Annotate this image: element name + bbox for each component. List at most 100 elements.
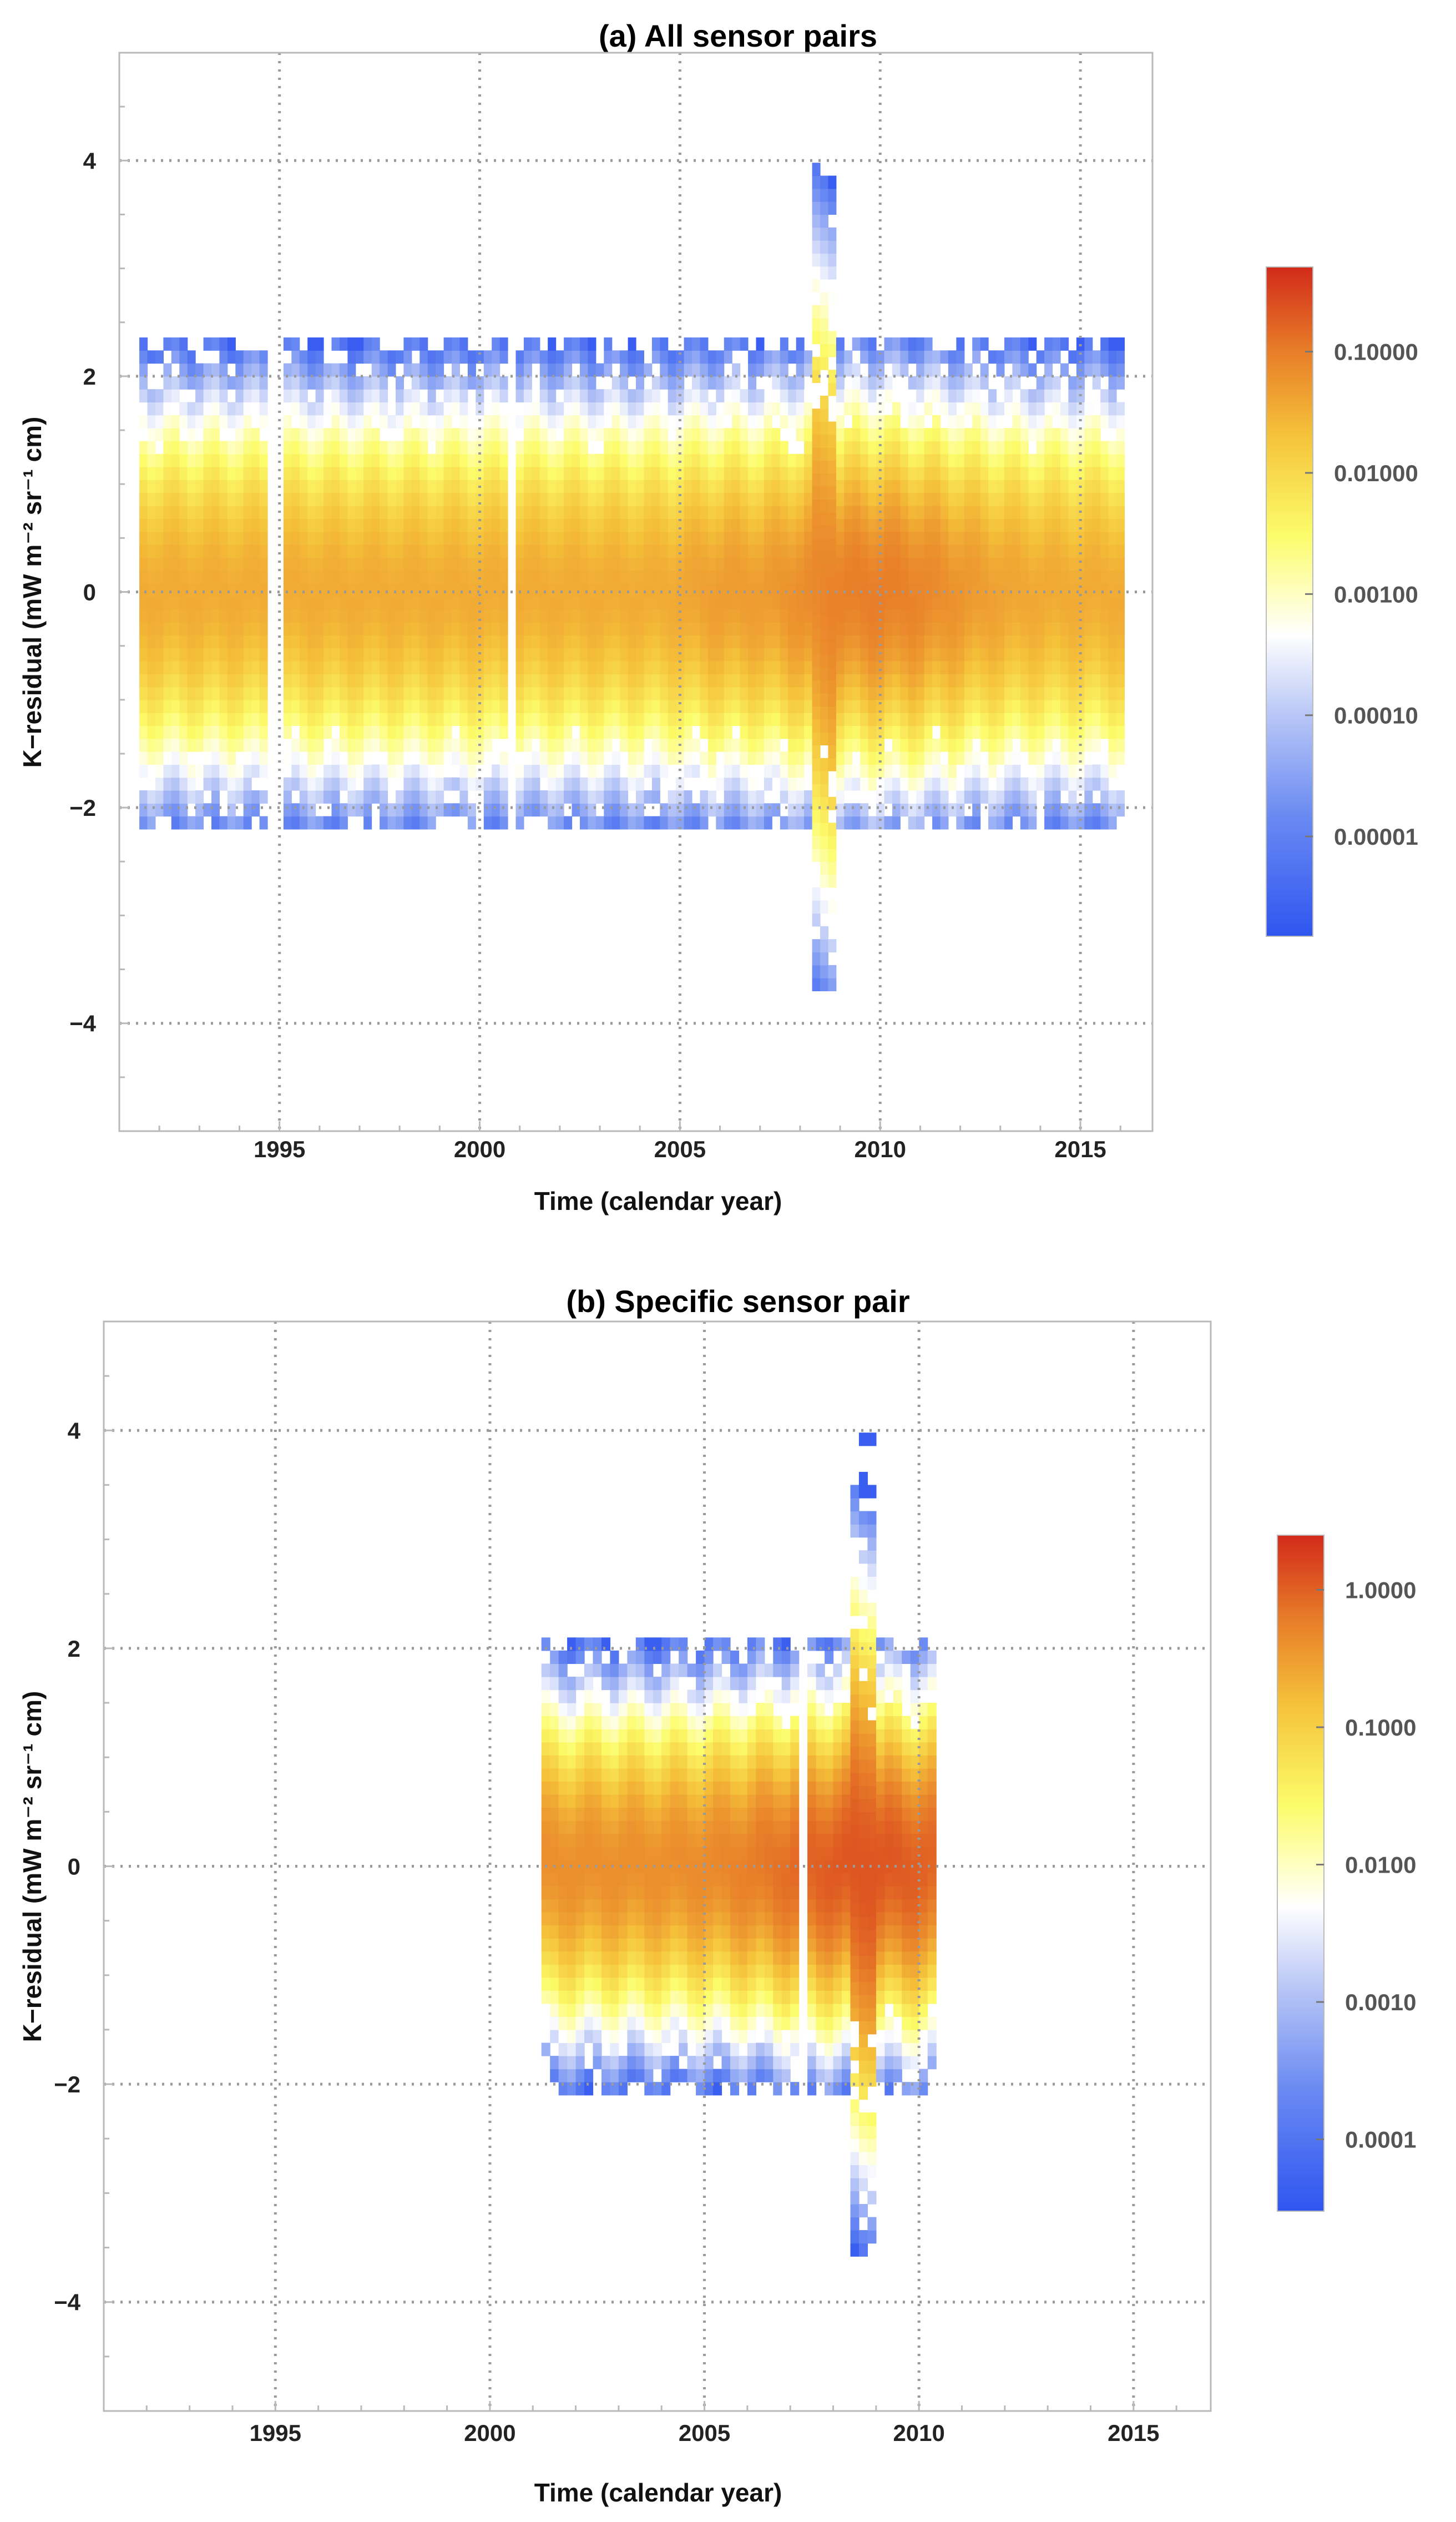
- heatmap-cell: [1020, 506, 1029, 519]
- heatmap-cell: [567, 2030, 576, 2043]
- heatmap-cell: [948, 609, 957, 623]
- heatmap-cell: [941, 635, 949, 648]
- heatmap-cell: [524, 661, 532, 674]
- heatmap-cell: [452, 648, 460, 662]
- heatmap-cell: [291, 493, 300, 506]
- heatmap-cell: [604, 518, 612, 532]
- heatmap-cell: [620, 816, 628, 830]
- heatmap-cell: [924, 739, 933, 752]
- heatmap-cell: [316, 506, 324, 519]
- heatmap-cell: [788, 350, 796, 364]
- heatmap-cell: [1100, 778, 1109, 791]
- heatmap-cell: [1037, 571, 1045, 584]
- heatmap-cell: [580, 557, 588, 571]
- heatmap-cell: [860, 454, 868, 467]
- heatmap-cell: [428, 635, 436, 648]
- heatmap-cell: [1068, 816, 1076, 830]
- heatmap-cell: [163, 622, 171, 635]
- heatmap-cell: [300, 816, 308, 830]
- heatmap-cell: [1116, 428, 1125, 441]
- heatmap-cell: [668, 622, 676, 635]
- heatmap-cell: [548, 751, 556, 765]
- heatmap-cell: [724, 661, 732, 674]
- panel-a-xlabel: Time (calendar year): [534, 1187, 782, 1215]
- heatmap-cell: [476, 454, 484, 467]
- heatmap-cell: [684, 622, 692, 635]
- heatmap-cell: [388, 350, 396, 364]
- heatmap-cell: [452, 674, 460, 687]
- heatmap-cell: [550, 1651, 559, 1664]
- heatmap-cell: [244, 725, 252, 739]
- heatmap-cell: [828, 422, 836, 435]
- heatmap-cell: [997, 518, 1005, 532]
- heatmap-cell: [868, 571, 877, 584]
- heatmap-cell: [948, 441, 957, 455]
- heatmap-cell: [403, 687, 412, 700]
- heatmap-cell: [155, 350, 164, 364]
- heatmap-cell: [1060, 493, 1069, 506]
- heatmap-cell: [452, 389, 460, 402]
- heatmap-cell: [796, 596, 805, 609]
- heatmap-cell: [516, 350, 524, 364]
- heatmap-cell: [868, 687, 877, 700]
- heatmap-cell: [661, 1834, 670, 1847]
- heatmap-cell: [700, 713, 709, 726]
- heatmap-cell: [468, 622, 476, 635]
- heatmap-cell: [916, 493, 924, 506]
- heatmap-cell: [1076, 532, 1085, 545]
- heatmap-cell: [468, 687, 476, 700]
- heatmap-cell: [584, 2082, 593, 2095]
- heatmap-cell: [820, 357, 828, 370]
- heatmap-cell: [652, 544, 660, 558]
- heatmap-cell: [1109, 713, 1117, 726]
- heatmap-cell: [700, 389, 709, 402]
- heatmap-cell: [452, 364, 460, 377]
- heatmap-cell: [948, 376, 957, 390]
- heatmap-cell: [852, 583, 861, 597]
- heatmap-cell: [316, 350, 324, 364]
- heatmap-cell: [619, 1729, 628, 1742]
- heatmap-cell: [796, 622, 805, 635]
- heatmap-cell: [732, 674, 740, 687]
- heatmap-cell: [941, 506, 949, 519]
- heatmap-cell: [980, 596, 989, 609]
- heatmap-cell: [340, 596, 348, 609]
- heatmap-cell: [524, 739, 532, 752]
- heatmap-cell: [1084, 596, 1093, 609]
- heatmap-cell: [532, 415, 540, 428]
- heatmap-cell: [155, 803, 164, 816]
- heatmap-cell: [972, 441, 980, 455]
- heatmap-cell: [484, 493, 492, 506]
- heatmap-cell: [1109, 622, 1117, 635]
- heatmap-cell: [307, 725, 316, 739]
- heatmap-cell: [550, 1808, 559, 1821]
- heatmap-cell: [516, 518, 524, 532]
- heatmap-cell: [601, 2004, 610, 2017]
- heatmap-cell: [924, 506, 933, 519]
- heatmap-cell: [619, 1990, 628, 2004]
- heatmap-cell: [148, 583, 156, 597]
- heatmap-cell: [972, 609, 980, 623]
- heatmap-cell: [244, 493, 252, 506]
- heatmap-cell: [892, 609, 901, 623]
- heatmap-cell: [988, 739, 997, 752]
- heatmap-cell: [610, 1820, 619, 1834]
- heatmap-cell: [1060, 725, 1069, 739]
- heatmap-cell: [764, 571, 772, 584]
- heatmap-cell: [868, 713, 877, 726]
- heatmap-cell: [444, 376, 452, 390]
- heatmap-cell: [171, 713, 180, 726]
- heatmap-cell: [300, 428, 308, 441]
- heatmap-cell: [748, 441, 756, 455]
- heatmap-cell: [188, 415, 196, 428]
- heatmap-cell: [396, 596, 404, 609]
- heatmap-cell: [1068, 609, 1076, 623]
- heatmap-cell: [804, 700, 812, 713]
- heatmap-cell: [380, 635, 388, 648]
- heatmap-cell: [692, 687, 700, 700]
- heatmap-cell: [260, 635, 268, 648]
- heatmap-cell: [307, 751, 316, 765]
- heatmap-cell: [556, 661, 564, 674]
- heatmap-cell: [956, 480, 964, 493]
